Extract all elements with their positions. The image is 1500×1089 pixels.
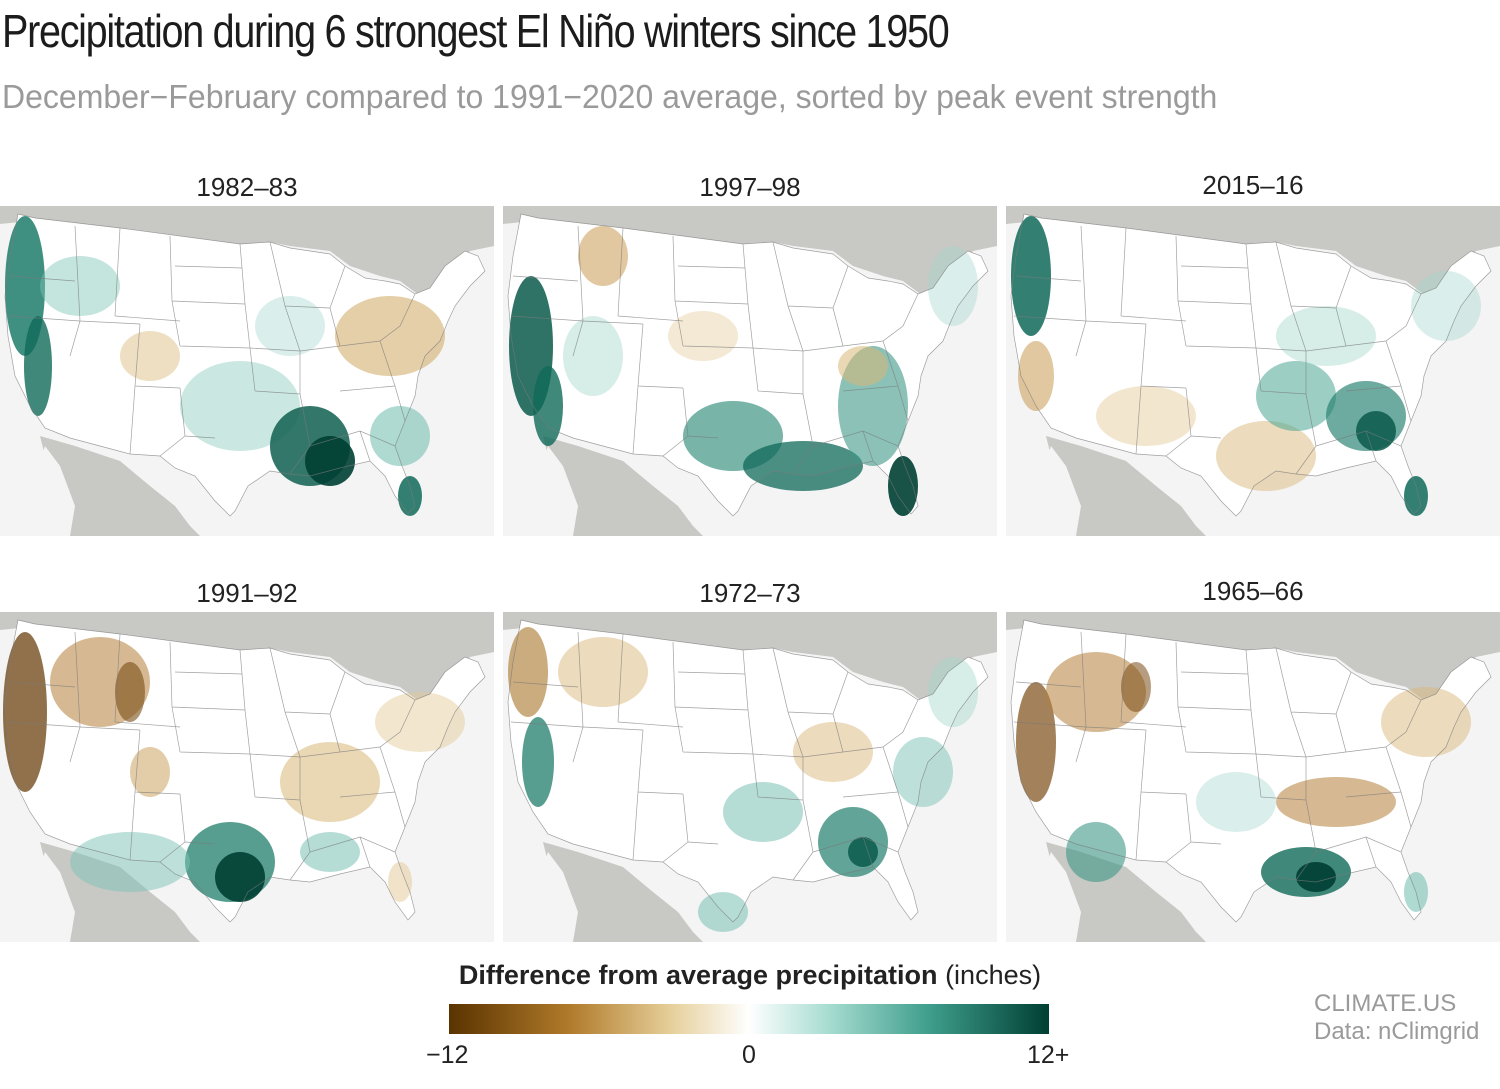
- panel-year-label: 2015–16: [1202, 170, 1304, 200]
- precipitation-map: [0, 206, 494, 536]
- chart-subtitle: December−February compared to 1991−2020 …: [2, 78, 1218, 115]
- legend-title: Difference from average precipitation (i…: [0, 960, 1500, 991]
- chart-title: Precipitation during 6 strongest El Niño…: [2, 5, 950, 57]
- panel-year-label: 1991–92: [196, 578, 298, 608]
- precipitation-map: [1006, 612, 1500, 942]
- legend-color-bar: [449, 1004, 1049, 1034]
- us-map-svg: [0, 206, 494, 536]
- anomaly-overlay: [508, 627, 978, 932]
- precipitation-map: [0, 612, 494, 942]
- panel-year-label: 1982–83: [196, 172, 298, 202]
- precipitation-map: [1006, 206, 1500, 536]
- legend-title-unit: (inches): [945, 960, 1042, 990]
- data-credit: Data: nClimgrid: [1314, 1018, 1480, 1045]
- panel-year-label: 1965–66: [1202, 576, 1304, 606]
- anomaly-overlay: [509, 226, 978, 516]
- precipitation-map: [503, 206, 997, 536]
- us-map-svg: [1006, 206, 1500, 536]
- us-map-svg: [503, 612, 997, 942]
- panel-year-label: 1972–73: [699, 578, 801, 608]
- anomaly-overlay: [1016, 652, 1471, 912]
- legend-min-label: −12: [426, 1041, 469, 1069]
- source-credit: CLIMATE.US: [1314, 990, 1457, 1017]
- us-map-svg: [1006, 612, 1500, 942]
- anomaly-overlay: [5, 216, 445, 516]
- anomaly-overlay: [3, 632, 465, 902]
- precipitation-map: [503, 612, 997, 942]
- us-map-svg: [503, 206, 997, 536]
- legend-mid-label: 0: [742, 1041, 756, 1069]
- legend-title-bold: Difference from average precipitation: [458, 960, 938, 990]
- us-map-svg: [0, 612, 494, 942]
- panel-year-label: 1997–98: [699, 172, 801, 202]
- legend-max-label: 12+: [1027, 1041, 1070, 1069]
